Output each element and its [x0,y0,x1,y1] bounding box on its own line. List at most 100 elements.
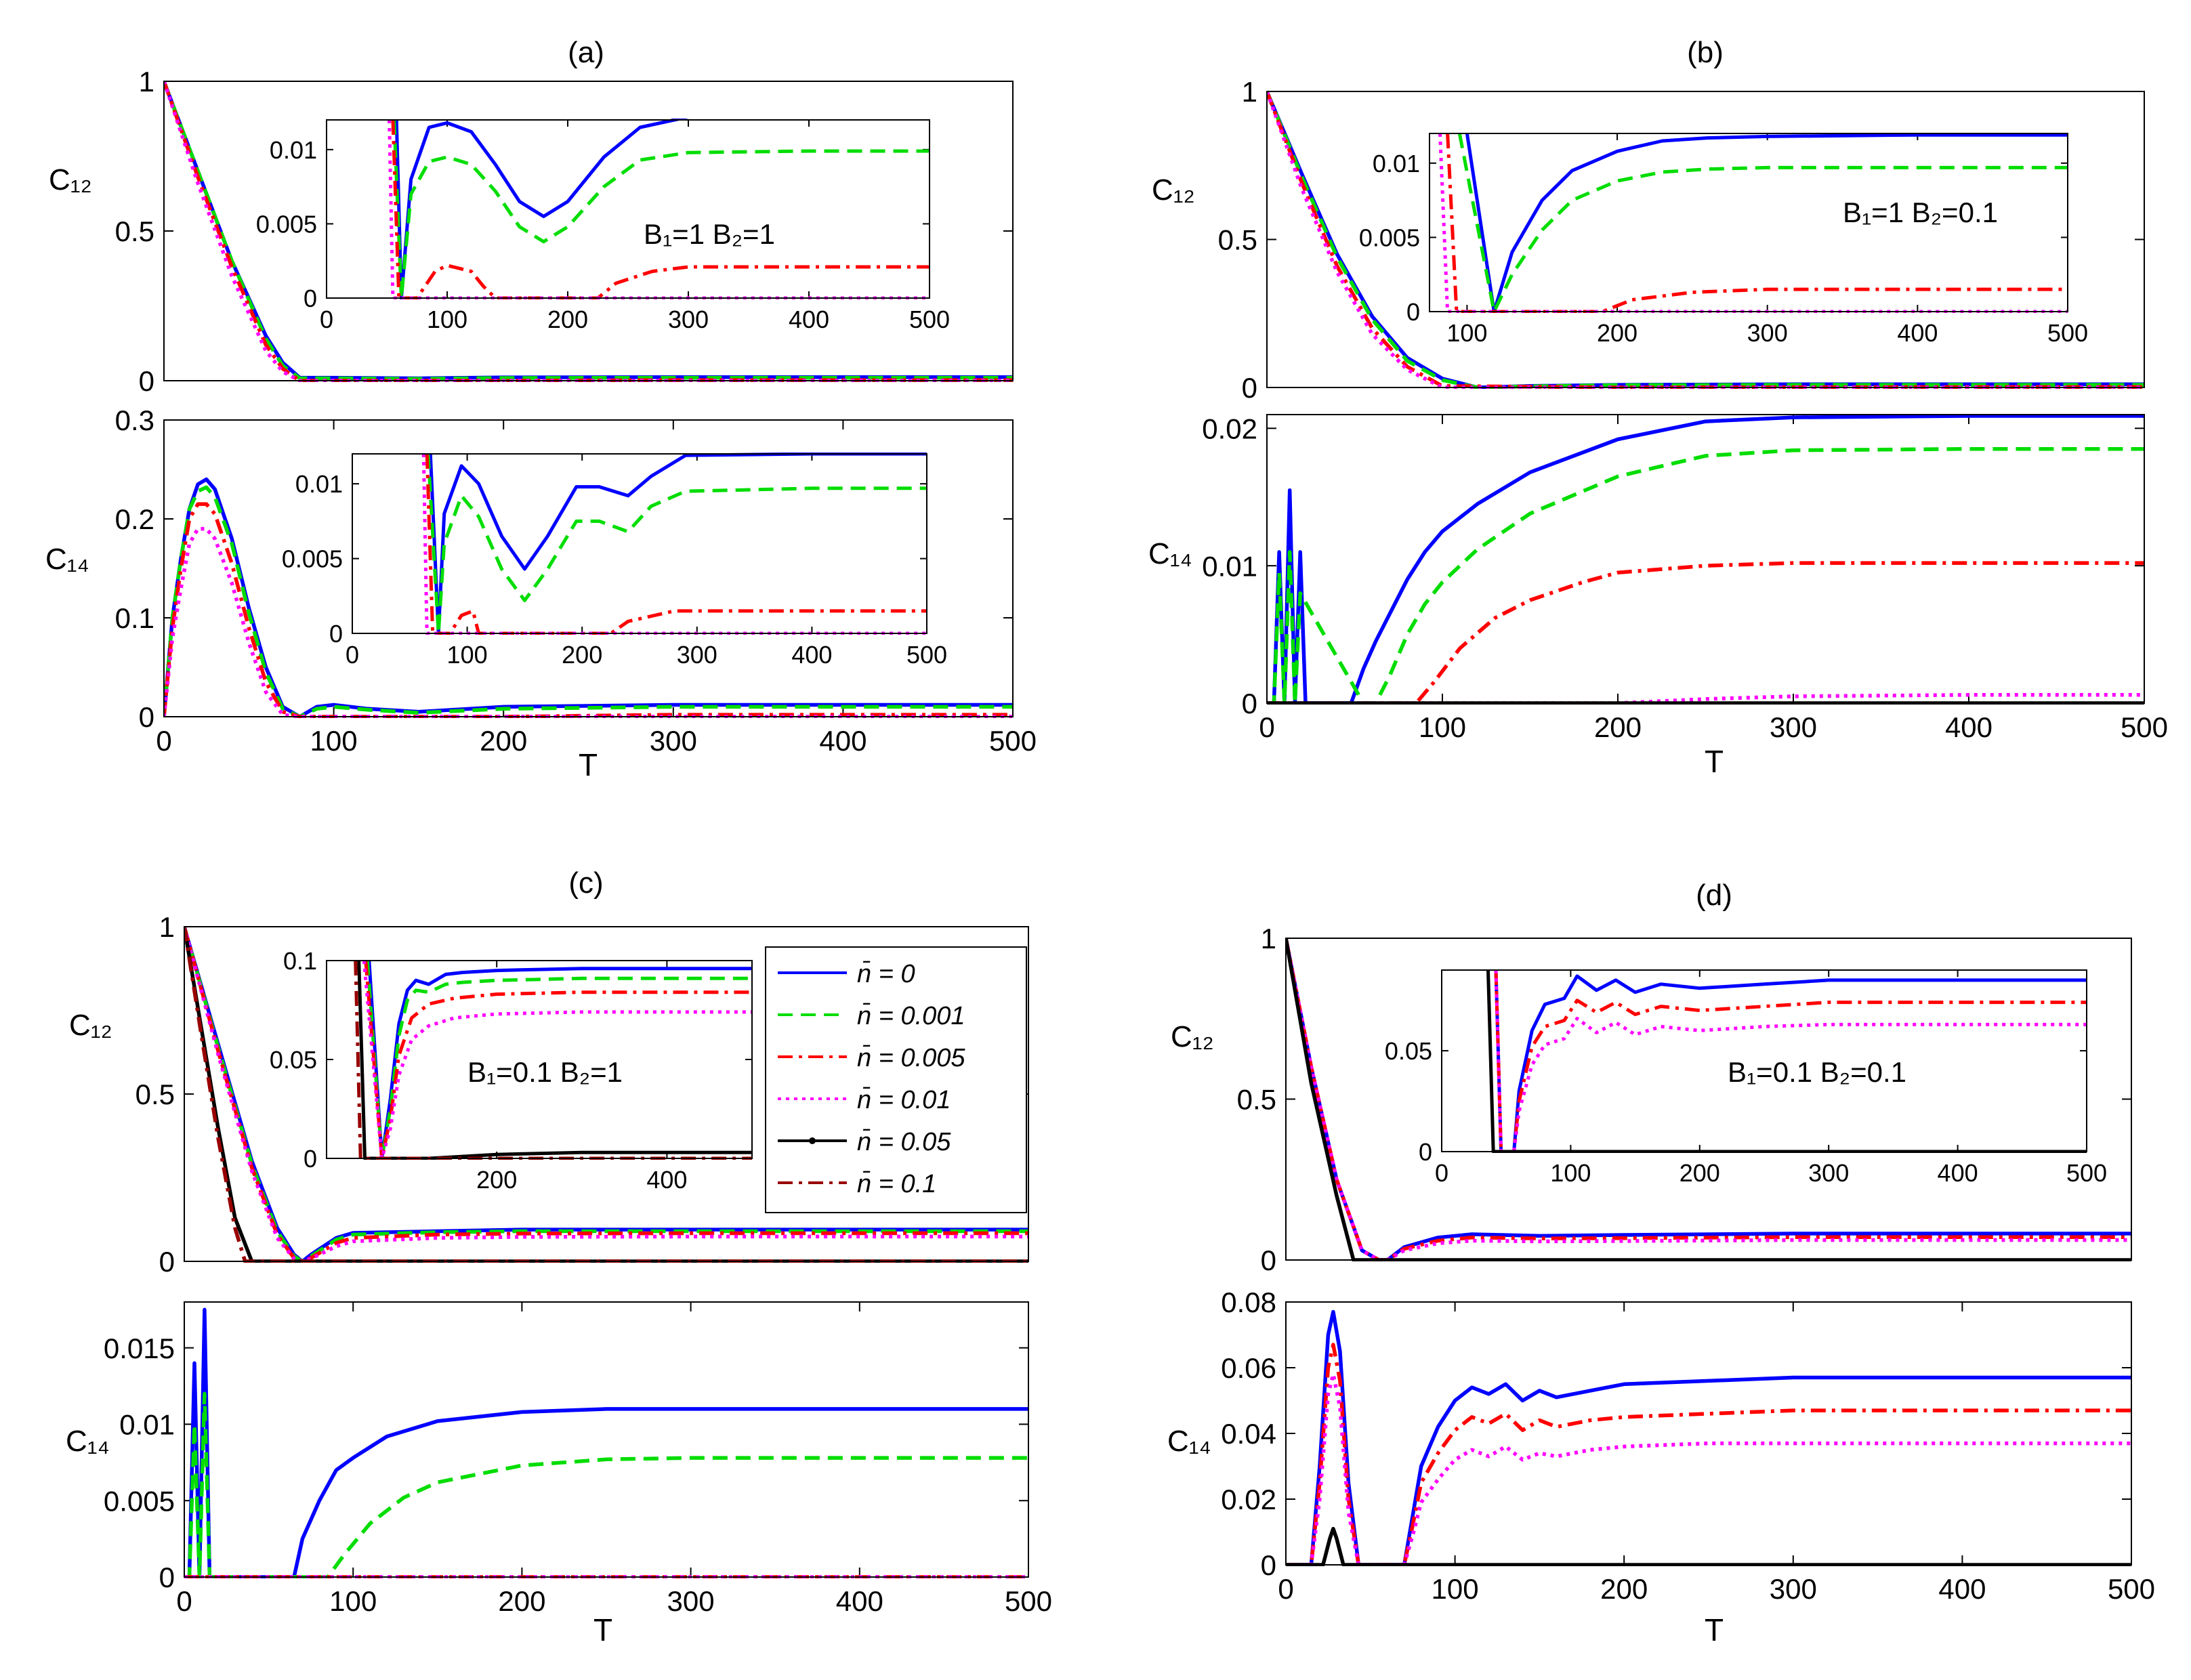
legend-item: n̄ = 0.001 [778,1002,965,1030]
series-line [1457,133,2068,313]
x-tick-label: 300 [650,725,697,757]
legend-label: n̄ = 0.01 [857,1086,951,1114]
series-line [362,960,752,1160]
axes-frame [163,419,1014,717]
x-tick-label: 0 [1278,1573,1293,1605]
y-axis-label: C₁₄ [1167,1425,1211,1458]
series-line [1286,938,2131,1261]
x-tick-label: 100 [310,725,358,757]
series-line [1286,1343,2131,1566]
x-tick-label: 500 [906,641,947,669]
series-line [1267,446,2144,705]
x-tick-label: 100 [1446,319,1487,347]
y-tick-label: 0.01 [1373,150,1420,177]
y-tick-label: 0.005 [1359,224,1420,251]
parameter-label: B₁=0.1 B₂=1 [467,1056,623,1088]
y-tick-label: 0 [139,365,154,397]
series-line [184,926,1028,1263]
panel-title: (d) [1696,879,1732,912]
x-axis-label: T [1705,1612,1724,1647]
x-tick-label: 300 [1770,711,1817,743]
x-tick-label: 200 [1600,1573,1648,1605]
series-line [1438,133,2068,313]
axes-frame [352,453,927,634]
y-tick-label: 0.3 [115,404,154,436]
inset-background [1442,970,2087,1152]
x-tick-label: 400 [836,1585,883,1617]
x-tick-label: 0 [176,1585,192,1617]
axes-frame [1266,414,2145,704]
y-tick-label: 0.01 [1202,550,1257,582]
legend-marker [809,1137,816,1144]
panel-a-top-inset: 0 100 200 300 400 500 0 0.005 0.01 [256,119,950,333]
x-tick-label: 200 [562,641,602,669]
x-tick-label: 400 [1897,319,1938,347]
legend-item: n̄ = 0 [778,960,915,988]
y-axis-label: C₁₂ [69,1009,112,1042]
series-line [1286,1309,2131,1566]
y-tick-label: 0 [1406,298,1420,326]
series-line [1494,969,2087,1153]
y-tick-label: 1 [1261,923,1276,954]
series-line [184,926,1028,1263]
legend-item: n̄ = 0.01 [778,1086,951,1114]
series-line [391,119,930,299]
series-line [392,119,930,299]
y-tick-label: 0.1 [115,602,154,634]
x-tick-label: 200 [1679,1159,1720,1187]
series-line [1267,91,2144,389]
y-tick-label: 0.06 [1221,1352,1276,1384]
y-tick-label: 0 [304,285,317,312]
y-tick-label: 0.01 [295,470,343,498]
y-tick-label: 0.01 [119,1409,175,1441]
series-line [164,502,1013,718]
x-tick-label: 400 [791,641,832,669]
series-line [365,960,752,1160]
y-axis-label: C₁₄ [66,1425,110,1458]
y-tick-label: 0.08 [1221,1286,1276,1318]
series-line [184,1391,1028,1578]
y-tick-label: 0 [1242,688,1257,719]
y-tick-label: 0.005 [282,545,343,573]
axes-frame [184,926,1029,1262]
x-tick-label: 200 [480,725,527,757]
legend-box [765,946,1027,1213]
series-line [1267,561,2144,705]
x-tick-label: 100 [1550,1159,1591,1187]
series-line [1267,693,2144,705]
axes-frame [163,81,1014,381]
series-group [164,477,1013,718]
y-axis-label: C₁₄ [1148,537,1192,570]
series-group [1267,90,2144,389]
series-line [428,453,927,635]
parameter-label: B₁=0.1 B₂=0.1 [1728,1056,1906,1088]
x-tick-label: 500 [2066,1159,2107,1187]
panel-c-bottom: 0 100 200 300 400 500 0 0.005 0.01 0.015 [104,1301,1052,1617]
series-line [1286,1526,2131,1566]
x-tick-label: 300 [667,1585,715,1617]
y-tick-label: 0.05 [1385,1037,1432,1065]
series-line [184,926,1028,1263]
series-line [426,453,927,635]
y-tick-label: 0.01 [270,136,317,164]
y-tick-label: 1 [1242,76,1257,108]
series-line [364,960,752,1160]
panel-c-top-inset: 200 400 0 0.05 0.1 [270,947,753,1194]
legend: n̄ = 0 n̄ = 0.001 n̄ = 0.005 n̄ = 0.01 n̄ = … [765,946,1027,1213]
y-tick-label: 0.04 [1221,1418,1276,1450]
axes-frame [184,1301,1029,1578]
panel-title: (b) [1687,36,1724,69]
inset-background [1430,133,2068,312]
x-tick-label: 0 [156,725,171,757]
x-tick-label: 200 [498,1585,545,1617]
x-tick-label: 0 [346,641,359,669]
x-tick-label: 100 [1432,1573,1479,1605]
series-line [1286,938,2131,1261]
axes-frame [1266,91,2145,388]
legend-label: n̄ = 0.005 [857,1044,965,1072]
x-axis-label: T [593,1612,612,1647]
y-tick-label: 1 [159,911,175,943]
x-tick-label: 100 [1419,711,1466,743]
x-tick-label: 300 [677,641,717,669]
